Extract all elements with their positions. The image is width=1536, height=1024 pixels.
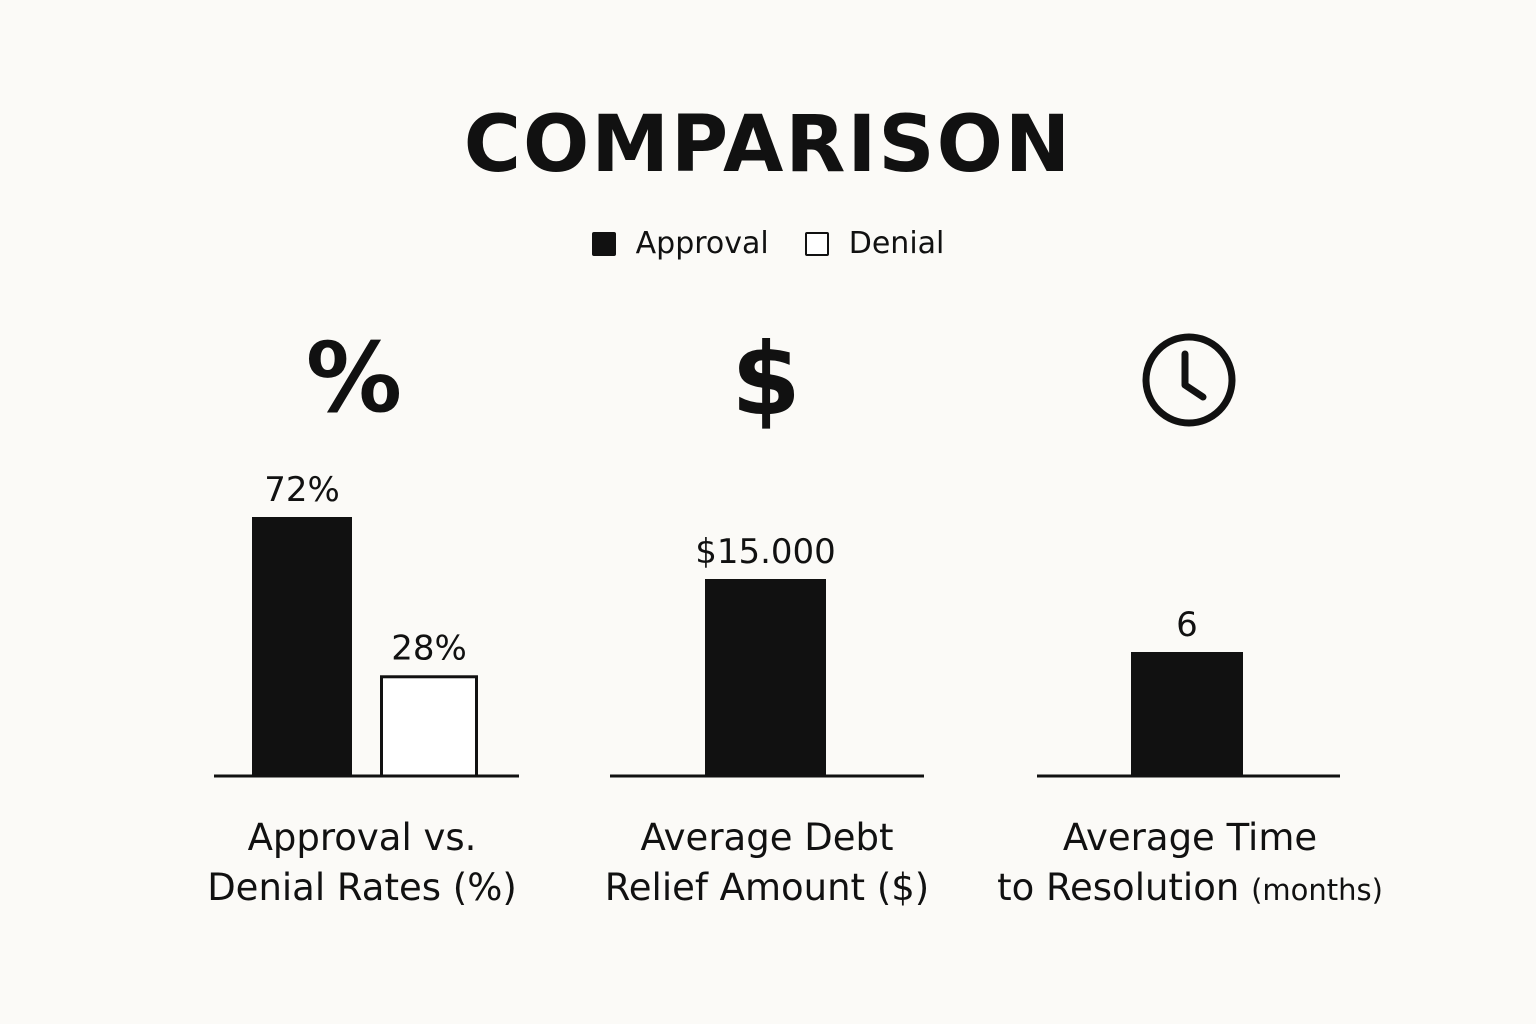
bar-approval [1131, 652, 1243, 776]
approval-swatch-icon [591, 231, 616, 256]
caption-debt-relief: Average Debt Relief Amount ($) [547, 813, 987, 913]
bar-approval [705, 579, 826, 776]
denial-swatch-icon [804, 231, 829, 256]
data-label: $15.000 [695, 532, 836, 572]
caption-approval-denial: Approval vs. Denial Rates (%) [142, 813, 582, 913]
dollar-icon: $ [731, 321, 801, 438]
bar-denial [380, 675, 478, 778]
legend-label-approval: Approval [635, 226, 769, 261]
caption-text: to Resolution [997, 866, 1240, 909]
caption-line2: Relief Amount ($) [604, 866, 930, 909]
data-label: 28% [391, 628, 467, 668]
legend: Approval Denial [0, 226, 1536, 261]
legend-label-denial: Denial [848, 226, 945, 261]
percent-icon: % [305, 322, 403, 434]
caption-line2: to Resolution (months) [970, 863, 1410, 915]
legend-item-denial: Denial [804, 226, 945, 261]
chart-title: COMPARISON [463, 100, 1073, 190]
caption-line1: Average Debt [640, 816, 894, 859]
caption-unit: (months) [1251, 873, 1383, 907]
bar-approval [252, 517, 352, 776]
caption-line1: Average Time [1062, 816, 1318, 859]
caption-line2: Denial Rates (%) [207, 866, 517, 909]
clock-icon [1142, 333, 1236, 427]
caption-time-resolution: Average Time to Resolution (months) [970, 813, 1410, 915]
caption-line1: Approval vs. [247, 816, 477, 859]
data-label: 72% [264, 470, 340, 510]
legend-item-approval: Approval [591, 226, 769, 261]
data-label: 6 [1176, 605, 1198, 645]
